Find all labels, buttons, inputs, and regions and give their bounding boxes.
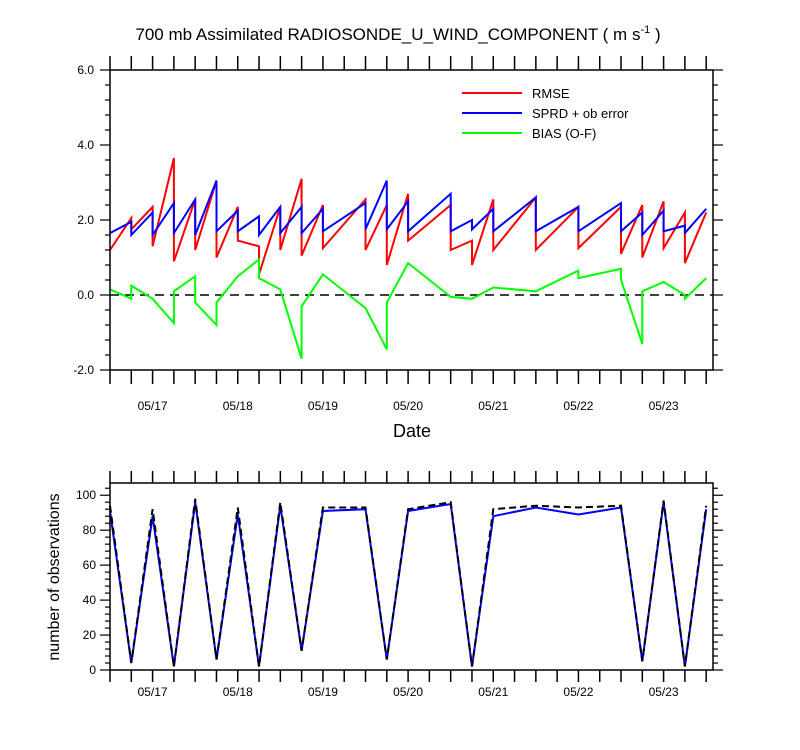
- x-tick-label: 05/22: [563, 685, 593, 699]
- y-tick-label: 20: [83, 628, 97, 642]
- x-tick-label: 05/18: [223, 399, 253, 413]
- y-tick-label: 6.0: [77, 63, 94, 77]
- series-line-bias-o-f: [109, 257, 707, 360]
- legend-label-rmse: RMSE: [532, 86, 570, 101]
- series-line-total: [109, 498, 708, 667]
- chart-title: 700 mb Assimilated RADIOSONDE_U_WIND_COM…: [135, 24, 660, 44]
- x-axis-title: Date: [393, 421, 431, 441]
- legend-label-bias-o-f: BIAS (O-F): [532, 126, 596, 141]
- bottom-y-tick-labels: 0 20 40 60 80 100: [76, 488, 96, 677]
- y-tick-label: 100: [76, 488, 96, 502]
- x-tick-label: 05/21: [478, 685, 508, 699]
- y-tick-label: -2.0: [73, 363, 94, 377]
- x-tick-label: 05/17: [138, 399, 168, 413]
- bottom-series-layer: [109, 498, 708, 667]
- bottom-plot-frame: [109, 482, 714, 671]
- y-tick-label: 2.0: [77, 213, 94, 227]
- x-tick-label: 05/18: [223, 685, 253, 699]
- x-tick-label: 05/19: [308, 399, 338, 413]
- legend: RMSE SPRD + ob error BIAS (O-F): [462, 86, 629, 141]
- x-tick-label: 05/20: [393, 685, 423, 699]
- y-tick-label: 60: [83, 558, 97, 572]
- top-y-tick-labels: -2.0 0.0 2.0 4.0 6.0: [73, 63, 94, 377]
- legend-label-sprd-ob-error: SPRD + ob error: [532, 106, 629, 121]
- x-tick-label: 05/17: [138, 685, 168, 699]
- x-tick-label: 05/21: [478, 399, 508, 413]
- bottom-y-axis-title: number of observations: [46, 493, 63, 660]
- series-line-assimilated: [109, 502, 708, 667]
- x-tick-label: 05/19: [308, 685, 338, 699]
- y-tick-label: 40: [83, 593, 97, 607]
- y-tick-label: 0.0: [77, 288, 94, 302]
- y-tick-label: 0: [89, 663, 96, 677]
- series-line-sprd-ob-error: [109, 180, 707, 239]
- x-tick-label: 05/20: [393, 399, 423, 413]
- top-x-tick-labels: 05/17 05/18 05/19 05/20 05/21 05/22 05/23: [138, 399, 679, 413]
- top-ticks: [100, 56, 723, 384]
- x-tick-label: 05/23: [649, 399, 679, 413]
- top-panel: -2.00.02.04.06.0 05/17 05/18 05/19 05/20 05/…: [73, 56, 723, 413]
- x-tick-label: 05/22: [563, 399, 593, 413]
- y-tick-label: 4.0: [77, 138, 94, 152]
- x-tick-label: 05/23: [649, 685, 679, 699]
- y-tick-label: 80: [83, 523, 97, 537]
- top-series-layer: [109, 157, 708, 360]
- bottom-x-tick-labels: 05/17 05/18 05/19 05/20 05/21 05/22 05/23: [138, 685, 679, 699]
- bottom-ticks: [100, 471, 723, 682]
